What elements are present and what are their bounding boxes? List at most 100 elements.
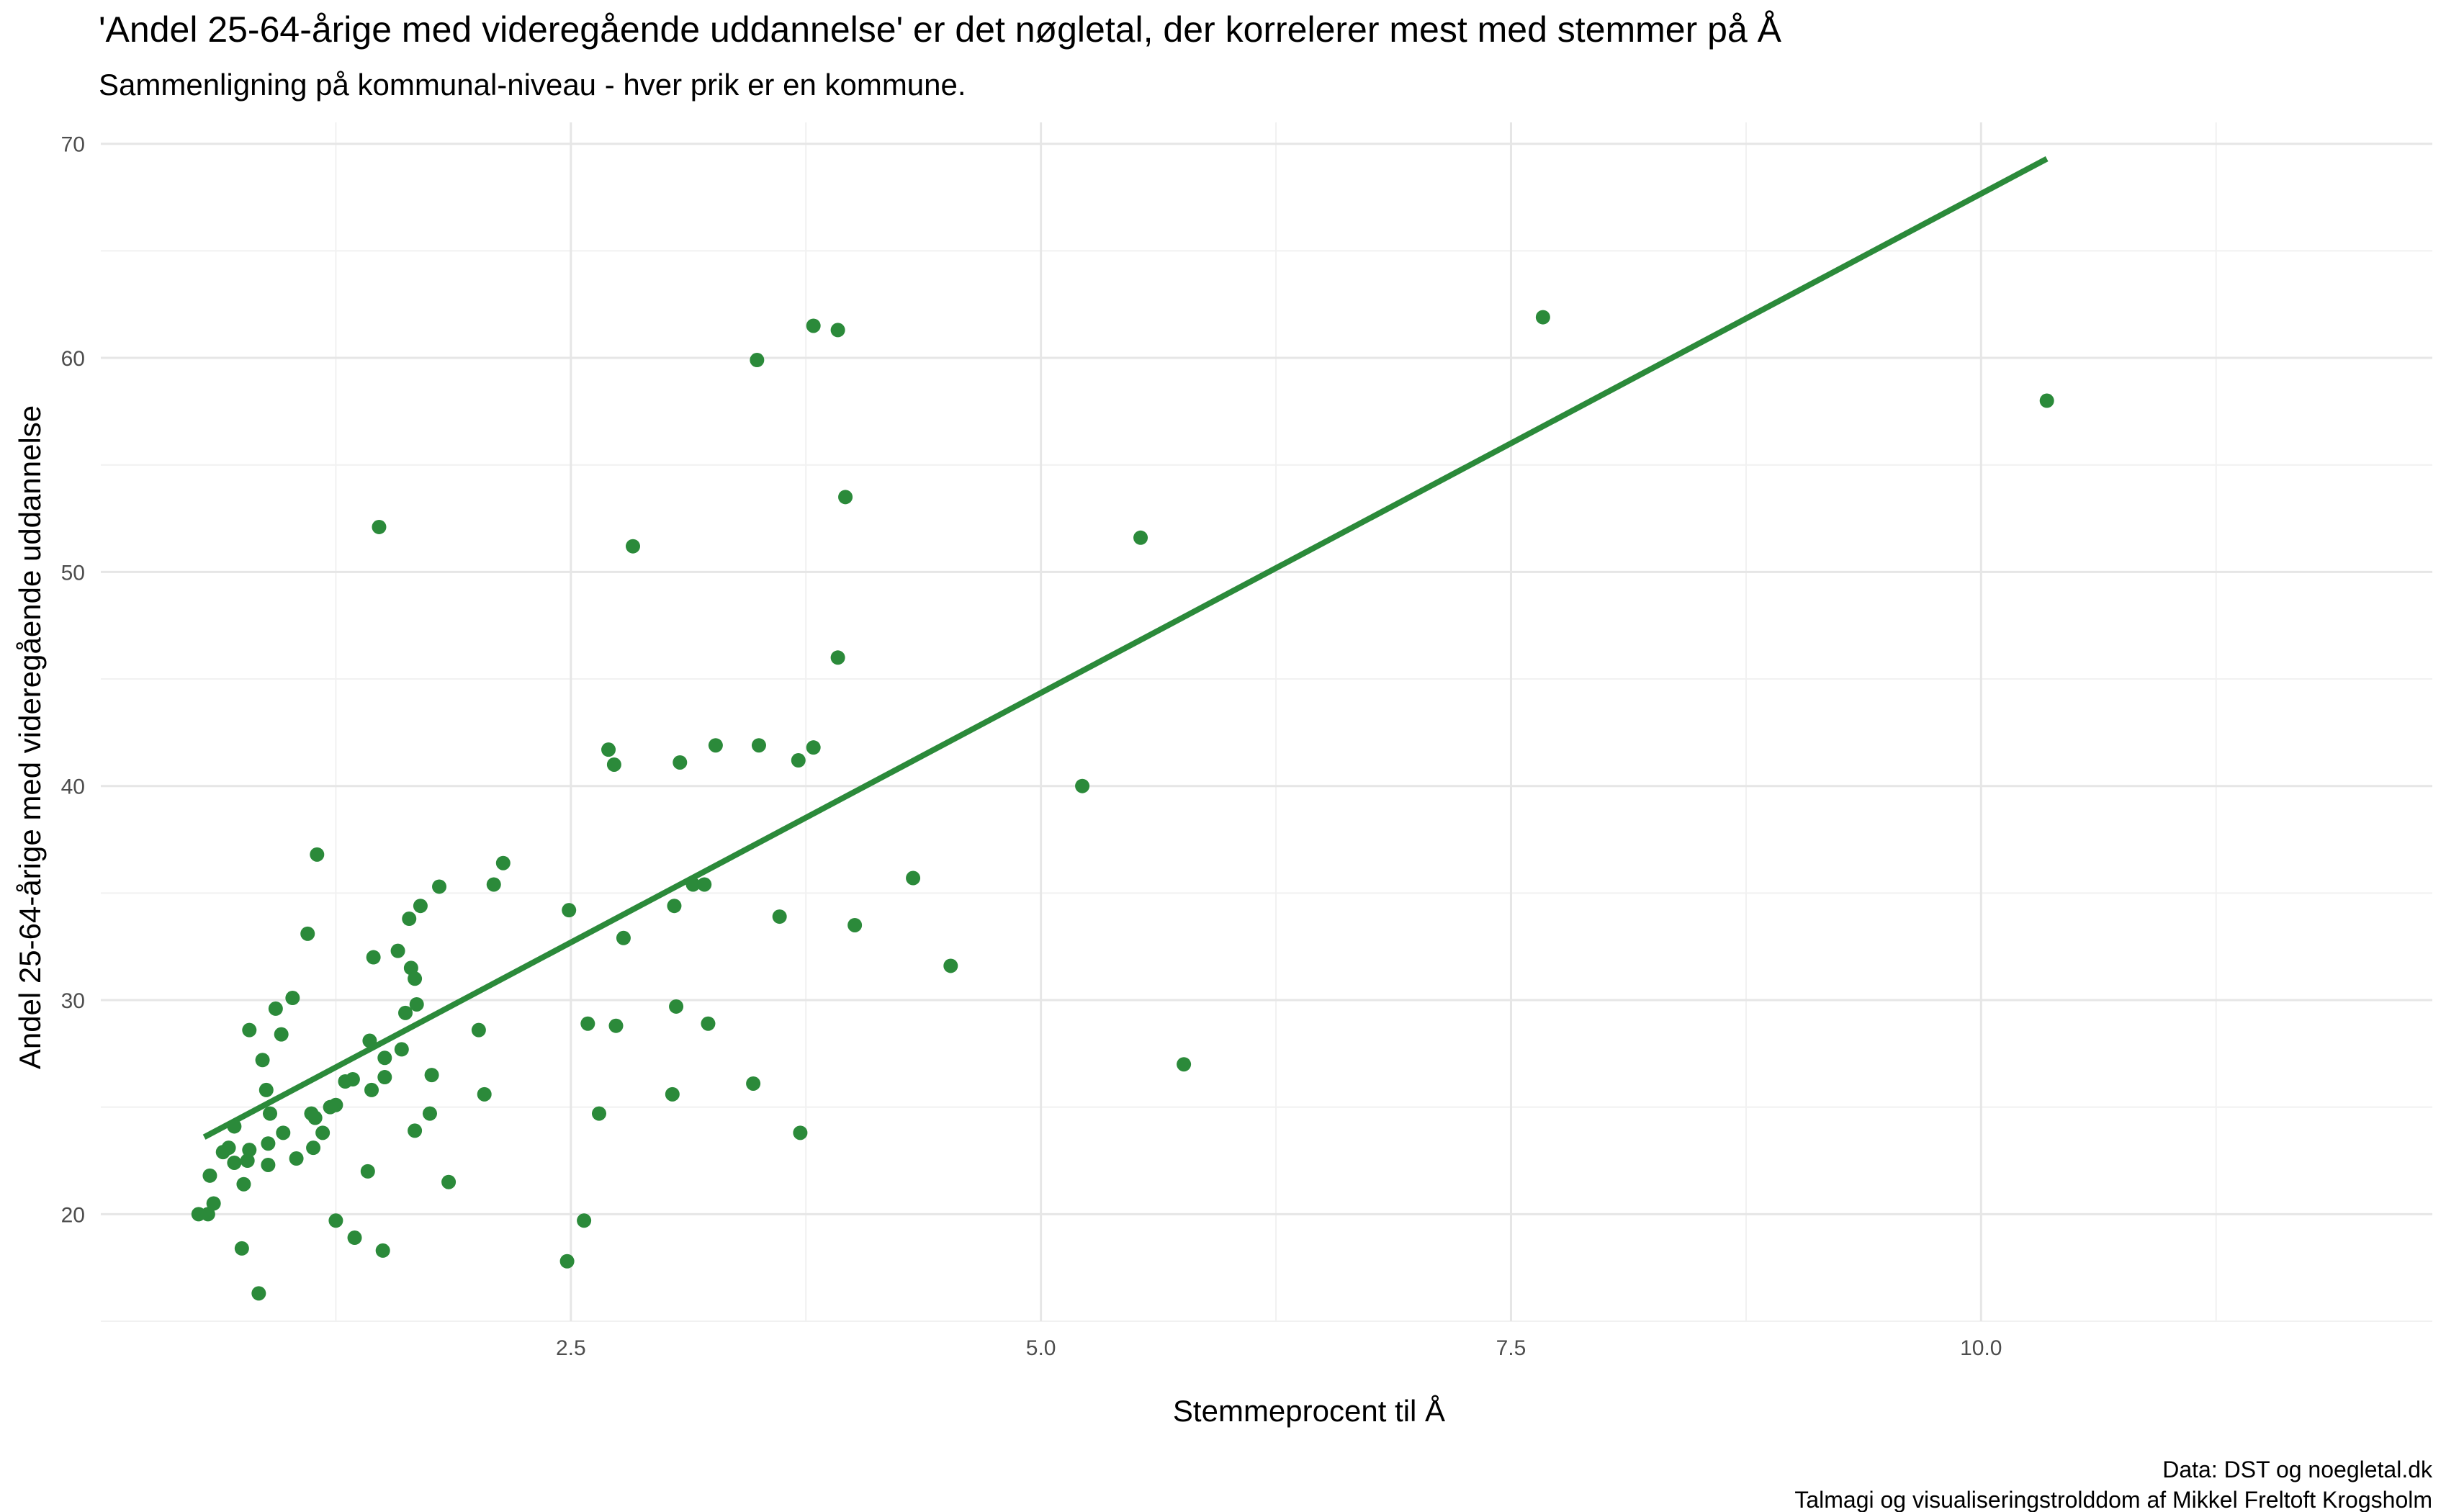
data-point <box>830 323 845 338</box>
y-tick-label: 30 <box>61 989 85 1013</box>
y-tick-label: 60 <box>61 347 85 371</box>
data-point <box>289 1151 304 1166</box>
data-point <box>221 1140 236 1156</box>
data-point <box>608 1018 624 1033</box>
data-point <box>746 1076 761 1091</box>
data-point <box>202 1168 217 1183</box>
data-point <box>375 1243 390 1258</box>
data-point <box>227 1119 242 1134</box>
x-tick-label: 2.5 <box>556 1336 586 1360</box>
data-point <box>806 318 821 333</box>
data-point <box>471 1022 486 1038</box>
data-point <box>360 1164 375 1179</box>
data-point <box>751 738 766 753</box>
data-point <box>242 1143 257 1158</box>
major-gridlines <box>101 122 2432 1321</box>
data-point <box>708 738 723 753</box>
trend-line-group <box>202 156 2049 1140</box>
data-point <box>240 1153 255 1169</box>
x-tick-label: 7.5 <box>1496 1336 1526 1360</box>
trend-line <box>202 156 2049 1140</box>
y-axis-title: Andel 25-64-årige med videregående uddan… <box>13 405 47 1069</box>
data-points <box>191 310 2054 1301</box>
data-point <box>601 742 616 757</box>
data-point <box>477 1086 492 1102</box>
y-tick-label: 50 <box>61 561 85 585</box>
data-point <box>441 1174 457 1189</box>
data-point <box>606 757 621 772</box>
data-point <box>685 877 701 892</box>
data-point <box>328 1097 343 1112</box>
data-point <box>274 1027 289 1042</box>
data-point <box>697 877 712 892</box>
data-point <box>234 1241 249 1256</box>
data-point <box>300 926 315 941</box>
x-tick-label: 10.0 <box>1960 1336 2002 1360</box>
data-point <box>364 1082 379 1097</box>
data-point <box>398 1005 413 1020</box>
data-point <box>577 1213 592 1228</box>
data-point <box>486 877 501 892</box>
data-point <box>315 1125 331 1140</box>
data-point <box>830 650 845 665</box>
data-point <box>377 1070 392 1085</box>
y-tick-label: 70 <box>61 133 85 157</box>
data-point <box>377 1050 392 1066</box>
data-point <box>206 1196 221 1211</box>
y-tick-label: 20 <box>61 1203 85 1227</box>
data-point <box>345 1072 360 1087</box>
data-point <box>562 903 577 918</box>
data-point <box>806 740 821 755</box>
data-point <box>307 1110 323 1125</box>
data-point <box>413 899 428 914</box>
data-point <box>347 1230 362 1246</box>
data-point <box>263 1106 278 1121</box>
data-point <box>285 991 300 1006</box>
caption-source: Data: DST og noegletal.dk <box>2162 1457 2433 1482</box>
caption-credit: Talmagi og visualiseringstrolddom af Mik… <box>1794 1487 2432 1512</box>
data-point <box>701 1016 716 1031</box>
data-point <box>236 1176 251 1192</box>
data-point <box>328 1213 343 1228</box>
data-point <box>306 1140 321 1156</box>
data-point <box>310 847 325 862</box>
data-point <box>793 1125 808 1140</box>
data-point <box>200 1207 215 1222</box>
data-point <box>268 1001 283 1016</box>
y-tick-label: 40 <box>61 775 85 799</box>
data-point <box>276 1125 291 1140</box>
data-point <box>559 1254 575 1269</box>
chart-title: 'Andel 25-64-årige med videregående udda… <box>99 9 1782 50</box>
data-point <box>625 539 640 554</box>
data-point <box>242 1022 257 1038</box>
data-point <box>362 1033 377 1048</box>
data-point <box>394 1042 409 1057</box>
data-point <box>408 971 423 986</box>
x-axis-title: Stemmeprocent til Å <box>1173 1394 1445 1428</box>
data-point <box>424 1068 439 1083</box>
data-point <box>1177 1057 1192 1072</box>
data-point <box>580 1016 595 1031</box>
chart-subtitle: Sammenligning på kommunal-niveau - hver … <box>99 68 966 102</box>
data-point <box>402 912 417 927</box>
data-point <box>372 519 387 534</box>
data-point <box>408 1123 423 1138</box>
data-point <box>409 996 424 1012</box>
data-point <box>495 855 511 870</box>
data-point <box>2039 393 2054 408</box>
data-point <box>906 870 921 886</box>
data-point <box>251 1286 266 1301</box>
data-point <box>591 1106 606 1121</box>
data-point <box>669 999 684 1014</box>
data-point <box>673 755 688 770</box>
data-point <box>255 1053 270 1068</box>
data-point <box>422 1106 437 1121</box>
data-point <box>791 753 806 768</box>
data-point <box>261 1136 276 1151</box>
data-point <box>750 353 765 368</box>
data-point <box>1535 310 1550 325</box>
data-point <box>838 490 853 505</box>
data-point <box>665 1086 680 1102</box>
data-point <box>432 879 447 894</box>
